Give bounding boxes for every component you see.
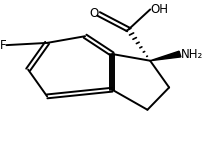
- Text: F: F: [0, 39, 6, 52]
- Polygon shape: [150, 51, 181, 61]
- Text: OH: OH: [150, 3, 168, 16]
- Text: NH₂: NH₂: [181, 48, 203, 60]
- Text: O: O: [89, 7, 99, 20]
